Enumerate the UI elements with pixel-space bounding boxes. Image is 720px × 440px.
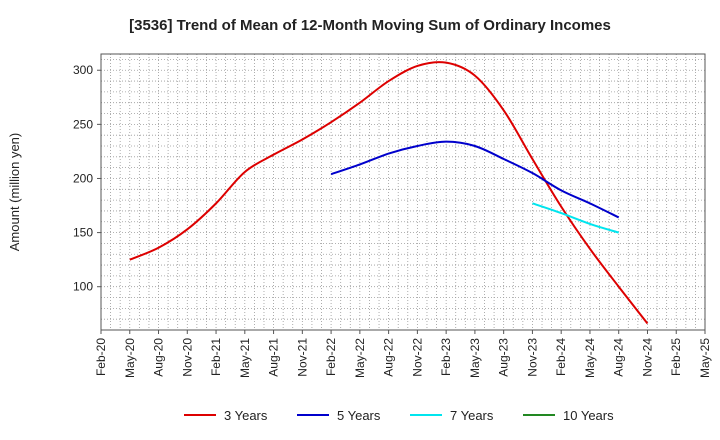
x-axis-ticks: Feb-20 May-20 Aug-20 Nov-20 Feb-21 May-21 Aug-… xyxy=(94,330,712,378)
y-axis-ticks: 100 150 200 250 300 xyxy=(73,63,101,294)
grid xyxy=(100,54,706,330)
x-tick-label: May-24 xyxy=(583,338,597,378)
series-line-3-years xyxy=(129,61,649,325)
series-line-5-years xyxy=(330,140,620,219)
y-tick-label: 300 xyxy=(73,63,93,77)
x-tick-label: Aug-23 xyxy=(497,338,511,377)
x-tick-label: Feb-20 xyxy=(94,338,108,376)
x-tick-label: Nov-21 xyxy=(295,338,309,377)
x-tick-label: Aug-24 xyxy=(612,338,626,377)
x-tick-label: Aug-22 xyxy=(382,338,396,377)
plot-area xyxy=(101,54,705,330)
series-line-7-years xyxy=(532,202,620,234)
x-tick-label: Feb-23 xyxy=(439,338,453,376)
y-tick-label: 250 xyxy=(73,117,93,131)
x-tick-label: Nov-20 xyxy=(180,338,194,377)
legend: 3 Years 5 Years 7 Years 10 Years xyxy=(184,408,614,423)
x-tick-label: May-22 xyxy=(353,338,367,378)
y-tick-label: 200 xyxy=(73,171,93,185)
x-tick-label: Aug-20 xyxy=(152,338,166,377)
x-tick-label: May-21 xyxy=(238,338,252,378)
x-tick-label: May-23 xyxy=(468,338,482,378)
y-tick-label: 150 xyxy=(73,226,93,240)
x-tick-label: May-25 xyxy=(698,338,712,378)
series-lines xyxy=(129,61,649,325)
chart-title: [3536] Trend of Mean of 12-Month Moving … xyxy=(129,17,611,34)
x-tick-label: Feb-25 xyxy=(669,338,683,376)
legend-label-3-years: 3 Years xyxy=(224,408,268,423)
legend-label-7-years: 7 Years xyxy=(450,408,494,423)
plot-border xyxy=(100,53,706,331)
x-tick-label: Nov-23 xyxy=(525,338,539,377)
x-tick-label: Nov-24 xyxy=(640,338,654,377)
legend-label-5-years: 5 Years xyxy=(337,408,381,423)
x-tick-label: Nov-22 xyxy=(410,338,424,377)
x-tick-label: Feb-24 xyxy=(554,338,568,376)
y-axis-label: Amount (million yen) xyxy=(7,133,22,252)
legend-label-10-years: 10 Years xyxy=(563,408,614,423)
x-tick-label: Feb-21 xyxy=(209,338,223,376)
x-tick-label: Aug-21 xyxy=(267,338,281,377)
x-tick-label: May-20 xyxy=(123,338,137,378)
y-tick-label: 100 xyxy=(73,280,93,294)
x-tick-label: Feb-22 xyxy=(324,338,338,376)
